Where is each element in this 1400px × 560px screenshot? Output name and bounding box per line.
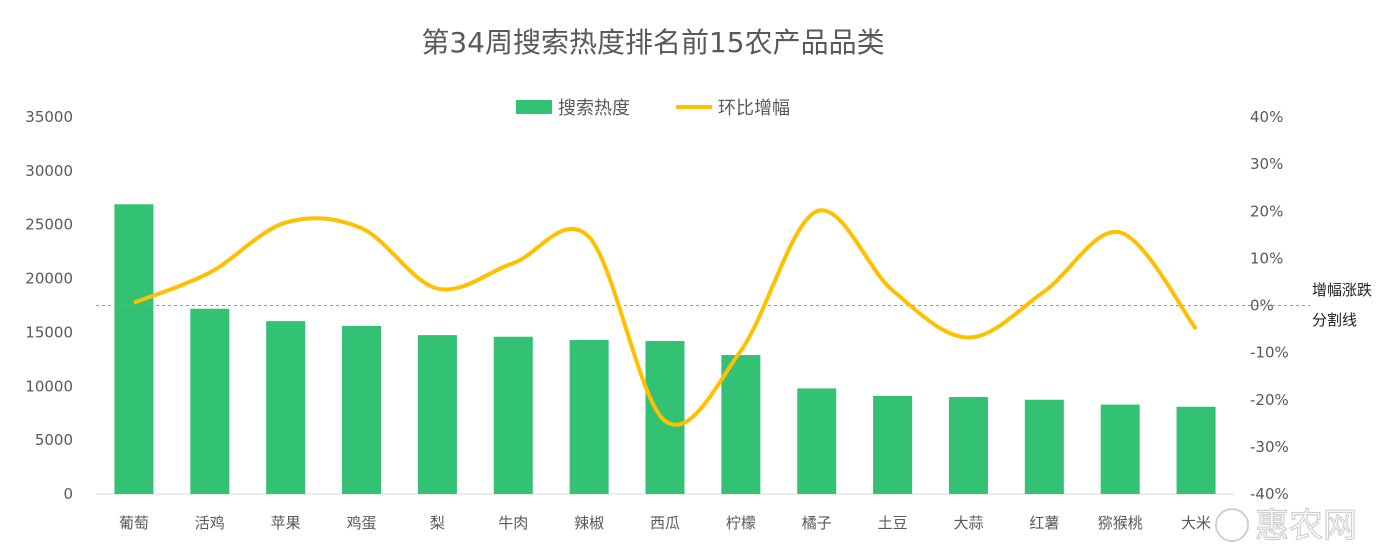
weibo-logo-icon [1215,508,1249,542]
right-axis: -40%-30%-20%-10%0%10%20%30%40% [1250,108,1289,503]
x-axis-labels: 葡萄 活鸡 苹果 鸡蛋 梨 牛肉 辣椒 西瓜 柠檬 橘子 土豆 大蒜 红薯 猕猴桃 大米 [119,514,1211,532]
left-tick-label: 10000 [25,377,73,395]
watermark: 惠农网 [1215,505,1358,547]
x-tick-label: 柠檬 [726,514,756,532]
x-tick-label: 西瓜 [650,514,680,532]
chart-title: 第34周搜索热度排名前15农产品品类 [421,26,884,59]
left-tick-label: 0 [63,485,73,503]
bar [417,335,457,494]
right-tick-label: 20% [1250,202,1283,220]
reference-label-line1: 增幅涨跌 [1312,281,1372,299]
right-tick-label: -30% [1250,438,1289,456]
right-tick-label: -40% [1250,485,1289,503]
right-tick-label: 10% [1250,249,1283,267]
x-tick-label: 牛肉 [498,514,528,532]
left-tick-label: 35000 [25,108,73,126]
right-tick-label: -20% [1250,391,1289,409]
x-tick-label: 大蒜 [953,514,983,532]
x-tick-label: 梨 [430,514,445,532]
bar [342,325,382,494]
bar [1024,399,1064,494]
left-tick-label: 25000 [25,216,73,234]
bar [1100,404,1140,494]
x-tick-label: 辣椒 [574,514,604,532]
bar [797,388,837,494]
legend-line-label: 环比增幅 [718,98,790,119]
reference-label-line2: 分割线 [1312,311,1357,329]
left-tick-label: 30000 [25,162,73,180]
right-tick-label: 40% [1250,108,1283,126]
x-tick-label: 土豆 [878,514,908,532]
x-tick-label: 鸡蛋 [347,514,377,532]
right-tick-label: 30% [1250,155,1283,173]
left-axis: 0 5000 10000 15000 20000 25000 30000 35000 [25,108,73,503]
right-tick-label: -10% [1250,344,1289,362]
bar [493,336,533,494]
bar [569,339,609,494]
x-tick-label: 葡萄 [119,514,149,532]
x-tick-label: 橘子 [802,514,832,532]
legend-bar-label: 搜索热度 [558,98,630,119]
legend-bar-swatch [516,100,552,114]
bar [1176,406,1216,494]
watermark-text: 惠农网 [1255,506,1357,546]
bar [266,321,306,494]
left-tick-label: 20000 [25,270,73,288]
bar [645,341,685,494]
bars [114,204,1216,494]
x-tick-label: 大米 [1181,514,1211,532]
bar [721,355,761,494]
left-tick-label: 5000 [35,431,73,449]
x-tick-label: 活鸡 [195,514,225,532]
bar [873,395,913,494]
bar [114,204,154,494]
bar [948,397,988,494]
line-points [133,211,1197,422]
legend: 搜索热度 环比增幅 [516,98,790,119]
x-tick-label: 红薯 [1029,514,1059,532]
x-tick-label: 猕猴桃 [1098,514,1143,532]
x-tick-label: 苹果 [271,514,301,532]
left-tick-label: 15000 [25,323,73,341]
bar [190,308,230,494]
growth-line [133,208,1198,427]
